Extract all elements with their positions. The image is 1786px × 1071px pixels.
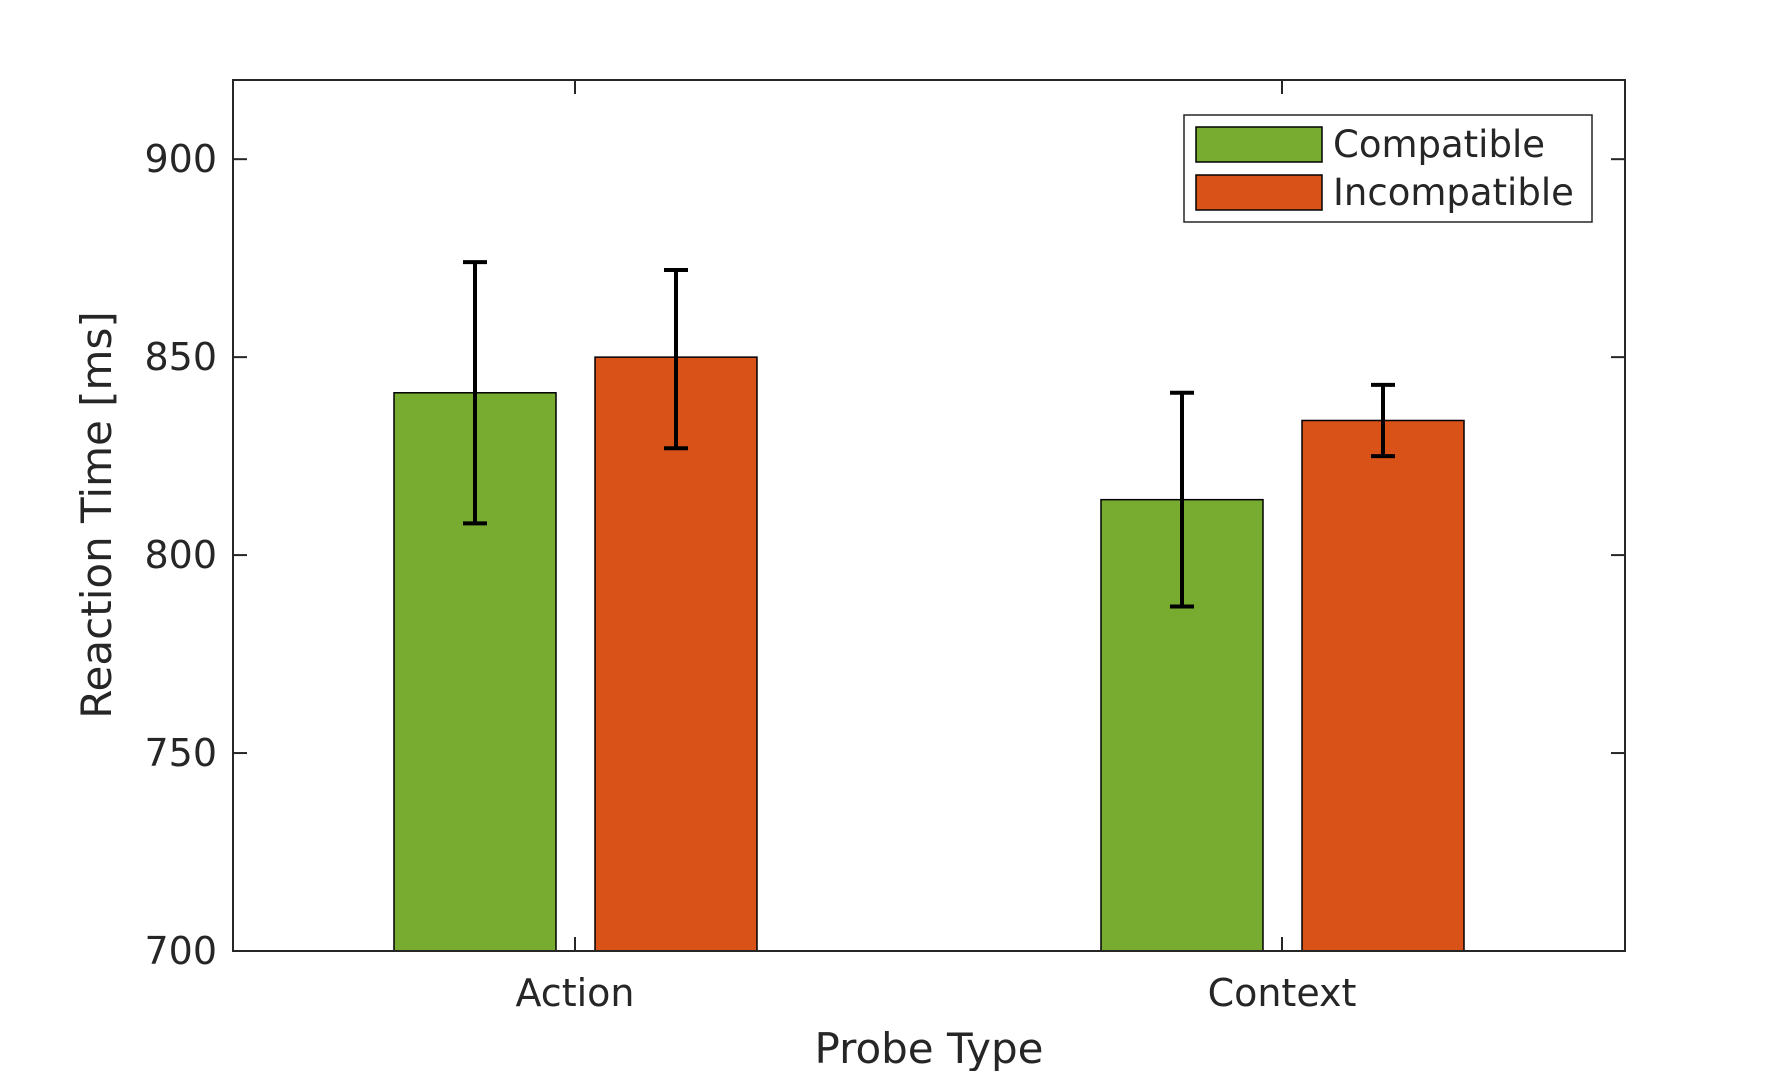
error-bar-incompatible-action [664, 268, 688, 451]
x-tick-label-context: Context [1208, 971, 1357, 1015]
y-tick-label: 900 [144, 137, 217, 181]
x-tick-label-action: Action [515, 971, 634, 1015]
error-bar-compatible-action [463, 260, 487, 526]
y-axis-label: Reaction Time [ms] [72, 311, 121, 718]
legend: Compatible Incompatible [1183, 114, 1593, 223]
legend-swatch-incompatible [1195, 174, 1323, 211]
y-tick-label: 850 [144, 335, 217, 379]
bar-incompatible-context [1301, 419, 1465, 952]
y-tick-label: 800 [144, 533, 217, 577]
y-tick-label: 750 [144, 731, 217, 775]
bars-layer [393, 356, 1465, 952]
x-axis-label: Probe Type [815, 1024, 1044, 1071]
legend-label-compatible: Compatible [1333, 123, 1545, 166]
error-bar-compatible-context [1170, 390, 1194, 609]
plot-area-frame [232, 79, 1626, 952]
error-bar-incompatible-context [1371, 382, 1395, 459]
y-tick-label: 700 [144, 929, 217, 973]
legend-swatch-compatible [1195, 126, 1323, 163]
error-bars-layer [463, 260, 1395, 609]
axis-ticks: 700 750 800 850 900 Action Context [144, 80, 1625, 1015]
legend-label-incompatible: Incompatible [1333, 171, 1574, 214]
